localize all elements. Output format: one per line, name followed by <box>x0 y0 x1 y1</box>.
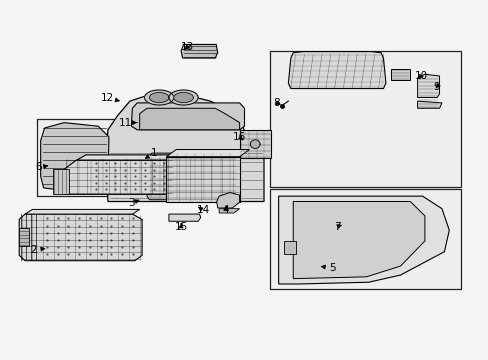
Text: 4: 4 <box>222 206 229 216</box>
Polygon shape <box>144 90 173 105</box>
Text: 15: 15 <box>174 222 187 231</box>
Polygon shape <box>288 51 385 89</box>
Polygon shape <box>140 108 239 130</box>
Text: 5: 5 <box>321 263 335 273</box>
Polygon shape <box>216 193 239 208</box>
Polygon shape <box>64 160 173 194</box>
Text: 1: 1 <box>145 148 157 158</box>
Text: 7: 7 <box>333 222 341 231</box>
Text: 8: 8 <box>272 98 280 108</box>
Polygon shape <box>219 209 239 213</box>
Polygon shape <box>166 157 239 202</box>
Text: 14: 14 <box>196 206 209 216</box>
Polygon shape <box>169 90 198 105</box>
Text: 11: 11 <box>118 118 137 128</box>
Polygon shape <box>19 214 142 261</box>
Polygon shape <box>173 93 193 103</box>
Polygon shape <box>41 123 109 189</box>
Polygon shape <box>181 44 217 58</box>
Bar <box>37 119 115 196</box>
Polygon shape <box>105 94 264 202</box>
Polygon shape <box>278 196 448 284</box>
Text: 16: 16 <box>232 132 246 142</box>
Polygon shape <box>250 140 260 148</box>
Bar <box>269 189 461 289</box>
Bar <box>269 51 461 187</box>
Polygon shape <box>417 74 439 98</box>
Polygon shape <box>149 93 168 103</box>
Text: 2: 2 <box>30 245 45 255</box>
Polygon shape <box>53 169 69 194</box>
Polygon shape <box>166 149 249 157</box>
Text: 9: 9 <box>433 82 440 92</box>
Polygon shape <box>25 210 140 214</box>
Polygon shape <box>390 69 409 80</box>
Polygon shape <box>76 155 176 160</box>
Polygon shape <box>168 214 200 221</box>
Polygon shape <box>239 130 271 158</box>
Text: 6: 6 <box>35 162 48 172</box>
Text: 12: 12 <box>100 93 119 103</box>
Polygon shape <box>417 101 441 108</box>
Polygon shape <box>131 103 244 130</box>
Text: 13: 13 <box>181 42 194 52</box>
Text: 3: 3 <box>128 198 139 208</box>
Polygon shape <box>19 228 29 246</box>
Polygon shape <box>87 176 103 186</box>
Polygon shape <box>293 202 424 279</box>
Polygon shape <box>147 153 237 200</box>
Polygon shape <box>284 241 295 253</box>
Text: 10: 10 <box>414 71 427 81</box>
